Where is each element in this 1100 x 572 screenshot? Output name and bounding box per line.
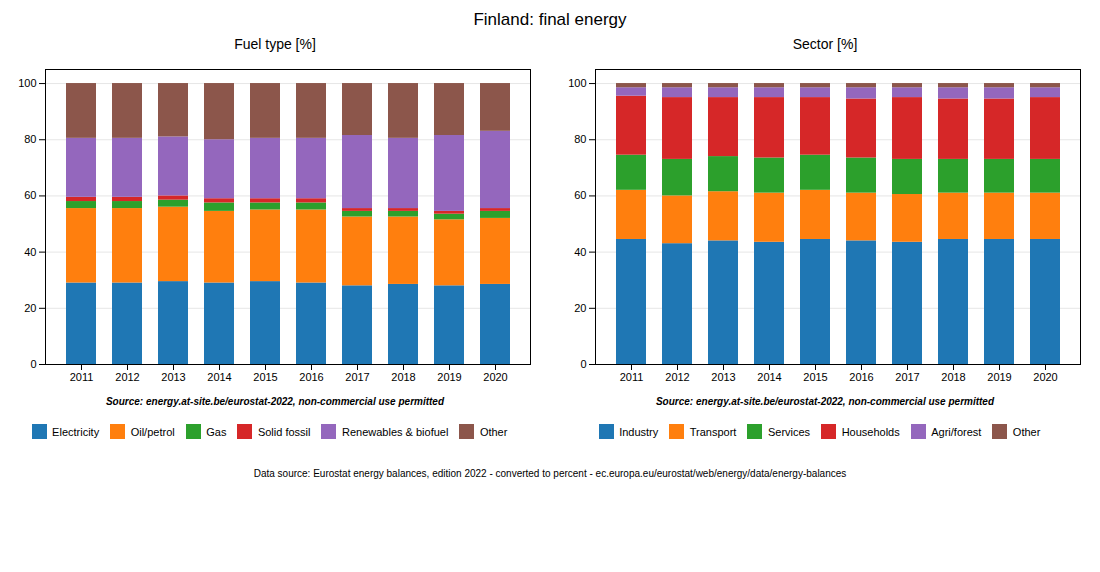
html-text:Households: Households: [841, 425, 900, 438]
svg-text:2015: 2015: [803, 371, 827, 383]
svg-text:60: 60: [24, 189, 36, 201]
svg-text:2019: 2019: [437, 371, 461, 383]
svg-text:20: 20: [24, 302, 36, 314]
svg-text:2013: 2013: [711, 371, 735, 383]
svg-text:0: 0: [580, 358, 586, 370]
html-text:Finland: final energy: Finland: final energy: [473, 10, 627, 29]
svg-text:80: 80: [574, 133, 586, 145]
svg-text:0: 0: [30, 358, 36, 370]
svg-text:2020: 2020: [483, 371, 507, 383]
svg-text:2016: 2016: [299, 371, 323, 383]
svg-text:2014: 2014: [757, 371, 781, 383]
svg-text:2018: 2018: [941, 371, 965, 383]
html-text:Renewables & biofuel: Renewables & biofuel: [342, 425, 449, 438]
html-text:Services: Services: [767, 425, 811, 438]
html-text:Sector [%]: Sector [%]: [792, 36, 858, 52]
svg-text:2011: 2011: [70, 371, 94, 383]
svg-text:100: 100: [568, 77, 586, 89]
html-text:Fuel type [%]: Fuel type [%]: [234, 36, 316, 52]
html-text:Solid fossil: Solid fossil: [257, 425, 311, 438]
svg-text:2013: 2013: [161, 371, 185, 383]
html-text:Electricity: Electricity: [52, 425, 100, 438]
html-text:Industry: Industry: [619, 425, 659, 438]
svg-text:2012: 2012: [115, 371, 139, 383]
html-text:Transport: Transport: [689, 425, 737, 438]
html-text:Agri/forest: Agri/forest: [931, 425, 982, 438]
html-text:Gas: Gas: [206, 425, 227, 438]
html-text:Source: energy.at-site.be/euro: Source: energy.at-site.be/eurostat-2022,…: [656, 396, 994, 407]
svg-text:60: 60: [574, 189, 586, 201]
svg-text:2018: 2018: [391, 371, 415, 383]
svg-text:2016: 2016: [849, 371, 873, 383]
svg-text:2011: 2011: [620, 371, 644, 383]
svg-text:2012: 2012: [665, 371, 689, 383]
html-text:Data source: Eurostat energy b: Data source: Eurostat energy balances, e…: [253, 467, 847, 479]
svg-text:40: 40: [574, 246, 586, 258]
svg-text:2015: 2015: [253, 371, 277, 383]
html-text:Source: energy.at-site.be/euro: Source: energy.at-site.be/eurostat-2022,…: [106, 396, 444, 407]
svg-text:80: 80: [24, 133, 36, 145]
svg-text:2019: 2019: [987, 371, 1011, 383]
html-text:Oil/petrol: Oil/petrol: [130, 425, 175, 438]
svg-text:2017: 2017: [895, 371, 919, 383]
html-text:Other: Other: [479, 425, 508, 438]
svg-text:40: 40: [24, 246, 36, 258]
svg-text:100: 100: [18, 77, 36, 89]
svg-text:20: 20: [574, 302, 586, 314]
svg-text:2020: 2020: [1033, 371, 1057, 383]
html-text:Other: Other: [1012, 425, 1041, 438]
svg-text:2014: 2014: [207, 371, 231, 383]
svg-text:2017: 2017: [345, 371, 369, 383]
